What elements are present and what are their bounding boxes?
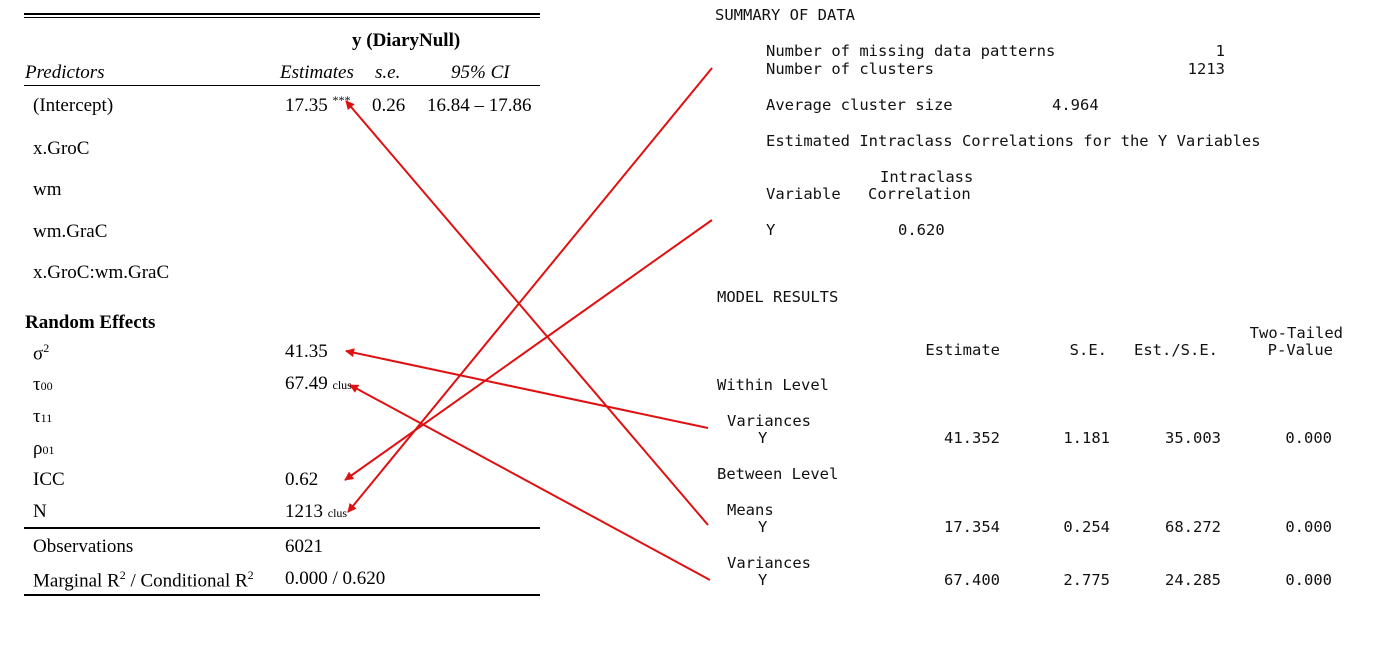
avg-cluster-size-value: 4.964 (1052, 96, 1099, 114)
predictor-label: wm.GraC (33, 221, 108, 242)
random-effects-header: Random Effects (25, 312, 156, 333)
col-se: s.e. (375, 62, 401, 83)
predictor-label: x.GroC (33, 138, 90, 159)
mid-rule (24, 527, 540, 529)
n-value: 1213 clus (285, 501, 348, 522)
top-rule-1 (24, 13, 540, 15)
rho01-label: ρ01 (33, 438, 55, 459)
mplus-output: SUMMARY OF DATA Number of missing data p… (700, 0, 1383, 646)
observations-value: 6021 (285, 536, 323, 557)
icc-label: ICC (33, 469, 65, 490)
tau11-label: τ11 (33, 406, 53, 427)
icc-col-b: Correlation (868, 185, 971, 203)
tau00-value: 67.49 clus (285, 373, 352, 394)
col-ci: 95% CI (451, 62, 510, 83)
within-variances-est-se: 35.003 (1165, 429, 1221, 447)
between-variances-p: 0.000 (1285, 571, 1332, 589)
between-variances-estimate: 67.400 (944, 571, 1000, 589)
intercept-ci: 16.84 – 17.86 (427, 95, 532, 116)
regression-table: y (DiaryNull) Predictors Estimates s.e. … (0, 0, 560, 646)
avg-cluster-size-label: Average cluster size (766, 96, 953, 114)
r2-value: 0.000 / 0.620 (285, 568, 386, 589)
col-estimate: Estimate (925, 341, 1000, 359)
between-variances-var: Y (758, 571, 768, 589)
significance-stars: *** (332, 93, 351, 107)
dv-header: y (DiaryNull) (352, 30, 461, 51)
within-variances-estimate: 41.352 (944, 429, 1000, 447)
col-est-se: Est./S.E. (1134, 341, 1218, 359)
within-level-label: Within Level (717, 376, 829, 394)
between-means-var: Y (758, 518, 768, 536)
intercept-se: 0.26 (372, 95, 406, 116)
col-estimates: Estimates (280, 62, 354, 83)
icc-header: Estimated Intraclass Correlations for th… (766, 132, 1261, 150)
missing-patterns-label: Number of missing data patterns (766, 42, 1056, 60)
within-variances-se: 1.181 (1063, 429, 1110, 447)
n-label: N (33, 501, 47, 522)
between-variances-label: Variances (727, 554, 811, 572)
col-pval-a: Two-Tailed (1249, 324, 1343, 342)
within-variances-label: Variances (727, 412, 811, 430)
between-means-label: Means (727, 501, 774, 519)
between-level-label: Between Level (717, 465, 839, 483)
intercept-label: (Intercept) (33, 95, 114, 116)
missing-patterns-value: 1 (1215, 42, 1225, 60)
tau00-label: τ00 (33, 374, 53, 395)
within-variances-p: 0.000 (1285, 429, 1332, 447)
summary-header: SUMMARY OF DATA (715, 6, 855, 24)
between-variances-est-se: 24.285 (1165, 571, 1221, 589)
between-means-estimate: 17.354 (944, 518, 1000, 536)
icc-col-a: Intraclass (880, 168, 974, 186)
clusters-label: Number of clusters (766, 60, 934, 78)
col-se: S.E. (1069, 341, 1107, 359)
observations-label: Observations (33, 536, 134, 557)
col-predictors: Predictors (25, 62, 105, 83)
sigma2-label: σ2 (33, 341, 50, 365)
icc-row-variable: Y (766, 221, 776, 239)
r2-label: Marginal R2 / Conditional R2 (33, 568, 254, 592)
sigma2-value: 41.35 (285, 341, 328, 362)
predictor-label: wm (33, 179, 62, 200)
icc-col-variable: Variable (766, 185, 841, 203)
icc-row-value: 0.620 (898, 221, 945, 239)
top-rule-2 (24, 17, 540, 18)
icc-value: 0.62 (285, 469, 319, 490)
between-means-p: 0.000 (1285, 518, 1332, 536)
col-pval-b: P-Value (1267, 341, 1333, 359)
bottom-rule (24, 594, 540, 596)
intercept-estimate: 17.35 *** (285, 93, 351, 116)
between-means-se: 0.254 (1063, 518, 1110, 536)
model-results-header: MODEL RESULTS (717, 288, 839, 306)
predictor-label: x.GroC:wm.GraC (33, 262, 170, 283)
clusters-value: 1213 (1187, 60, 1225, 78)
within-variances-var: Y (758, 429, 768, 447)
between-variances-se: 2.775 (1063, 571, 1110, 589)
header-rule (24, 85, 540, 86)
between-means-est-se: 68.272 (1165, 518, 1221, 536)
